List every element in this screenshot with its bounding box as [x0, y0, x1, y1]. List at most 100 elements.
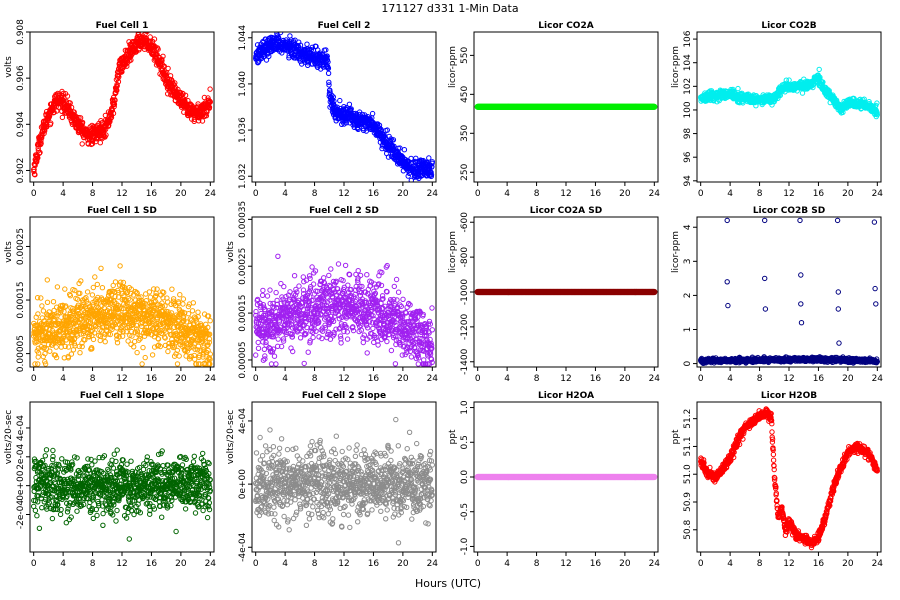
data-point — [125, 338, 131, 344]
data-point — [391, 143, 397, 150]
data-point — [348, 294, 355, 300]
data-point — [345, 282, 351, 288]
data-point — [77, 350, 83, 356]
y-tick-label: 0.906 — [16, 65, 26, 91]
x-tick-label: 24 — [872, 189, 884, 199]
data-point — [315, 312, 321, 318]
data-point — [97, 333, 104, 339]
data-point — [331, 331, 337, 337]
data-point — [303, 331, 309, 337]
data-point — [134, 349, 140, 356]
data-point — [53, 354, 60, 361]
x-tick-label: 12 — [116, 189, 127, 199]
x-tick-label: 8 — [312, 189, 318, 199]
data-point — [264, 293, 271, 299]
data-point — [339, 323, 345, 329]
data-point — [204, 109, 210, 115]
data-point — [335, 261, 342, 267]
data-point — [105, 292, 112, 299]
data-point — [310, 334, 316, 341]
data-point — [350, 324, 356, 330]
data-point — [94, 281, 101, 288]
data-point — [270, 334, 277, 340]
data-point — [285, 301, 291, 307]
data-point — [263, 339, 269, 346]
data-point — [401, 147, 408, 153]
data-point — [204, 339, 210, 346]
data-point — [107, 331, 114, 338]
data-point — [296, 283, 302, 289]
panel-title: Licor CO2B — [761, 21, 816, 31]
data-point — [174, 361, 181, 367]
data-point — [155, 343, 161, 349]
data-point — [42, 350, 48, 357]
data-point — [335, 286, 341, 292]
data-point — [206, 104, 213, 111]
data-point — [180, 318, 186, 325]
data-point — [65, 344, 72, 350]
data-point — [37, 149, 43, 156]
data-point — [325, 70, 332, 77]
x-tick-label: 0 — [698, 189, 704, 199]
data-point — [206, 339, 213, 345]
data-point — [378, 126, 384, 133]
data-point — [205, 324, 211, 331]
data-point — [91, 330, 98, 336]
x-tick-label: 16 — [146, 374, 158, 384]
data-point — [82, 337, 88, 343]
data-point — [874, 100, 880, 106]
data-point — [275, 336, 281, 342]
data-point — [134, 290, 140, 296]
data-point — [313, 328, 319, 334]
data-point — [101, 334, 107, 340]
data-point — [199, 118, 206, 124]
x-tick-label: 4 — [60, 374, 66, 384]
x-tick-label: 12 — [338, 189, 349, 199]
data-point — [320, 328, 326, 334]
data-point — [120, 328, 126, 335]
data-point — [155, 46, 161, 52]
data-point — [289, 334, 296, 340]
data-point — [65, 355, 72, 361]
data-point — [325, 59, 331, 65]
x-tick-label: 20 — [175, 189, 187, 199]
data-point — [341, 328, 347, 335]
data-point — [32, 172, 38, 178]
data-point — [180, 296, 187, 302]
data-point — [408, 177, 414, 182]
data-point — [180, 301, 186, 307]
y-tick-label: 106 — [683, 30, 693, 47]
data-point — [68, 351, 75, 357]
data-point — [67, 293, 74, 299]
data-point — [112, 279, 119, 285]
data-point — [323, 47, 329, 53]
x-tick-label: 16 — [813, 189, 825, 199]
data-point — [160, 53, 166, 59]
data-point — [84, 289, 91, 295]
data-point — [197, 347, 203, 354]
data-point — [292, 309, 298, 315]
data-point — [301, 360, 307, 367]
data-point — [77, 290, 83, 296]
x-tick-label: 0 — [253, 189, 259, 199]
data-point — [390, 137, 397, 143]
data-point — [110, 110, 117, 117]
data-point — [47, 348, 53, 354]
data-point — [189, 308, 196, 314]
data-point — [41, 130, 47, 137]
data-point — [346, 272, 353, 278]
data-point — [142, 354, 148, 361]
data-point — [102, 339, 108, 345]
data-point — [155, 336, 162, 342]
data-point — [258, 326, 265, 332]
data-point — [324, 53, 330, 59]
x-tick-label: 24 — [649, 189, 661, 199]
data-point — [40, 308, 47, 314]
y-tick-label: 450 — [460, 85, 470, 102]
data-points — [253, 253, 435, 367]
data-point — [138, 294, 144, 300]
data-point — [327, 87, 333, 93]
data-point — [384, 127, 390, 133]
